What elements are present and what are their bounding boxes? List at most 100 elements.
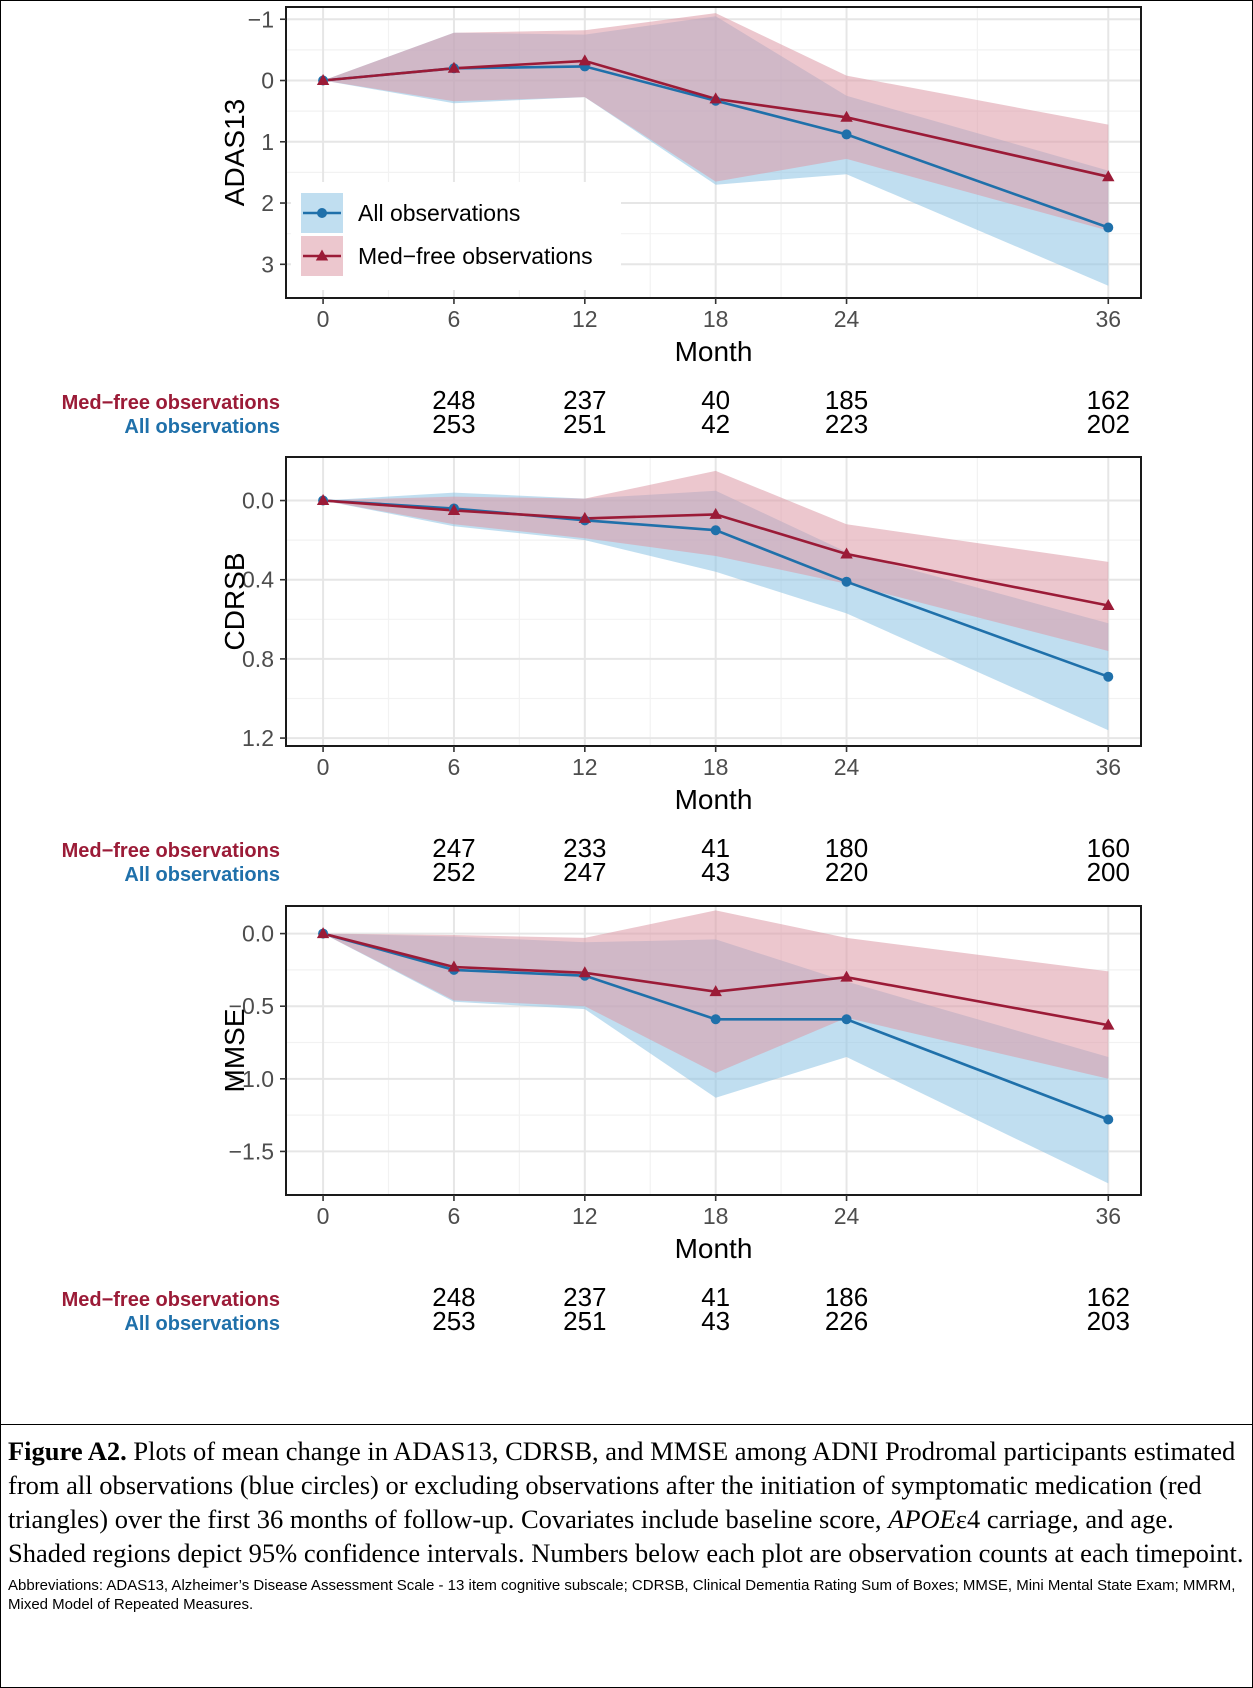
y-tick-label: 3 bbox=[261, 251, 274, 277]
legend-label: Med−free observations bbox=[358, 243, 593, 269]
y-tick-label: 0.0 bbox=[242, 488, 274, 514]
y-tick-label: −1.5 bbox=[229, 1138, 274, 1164]
y-tick-label: 0.8 bbox=[242, 646, 274, 672]
caption-text-part2: ε4 carriage, and age. Shaded regions dep… bbox=[8, 1504, 1244, 1568]
x-tick-label: 0 bbox=[317, 1203, 330, 1229]
count-medfree: 160 bbox=[1087, 833, 1130, 863]
data-point bbox=[841, 576, 852, 587]
data-point bbox=[1102, 598, 1115, 610]
data-point bbox=[1103, 671, 1114, 682]
count-medfree: 237 bbox=[563, 1282, 606, 1312]
data-point bbox=[709, 92, 722, 104]
y-tick-label: 0.0 bbox=[242, 921, 274, 947]
triangle-marker-icon bbox=[315, 249, 329, 261]
count-all: 203 bbox=[1087, 1306, 1130, 1336]
data-point bbox=[1102, 1018, 1115, 1030]
data-point bbox=[841, 129, 852, 140]
data-point bbox=[1102, 170, 1115, 182]
y-tick-label: −1.0 bbox=[229, 1066, 274, 1092]
data-point bbox=[840, 970, 853, 982]
count-label-all: All observations bbox=[124, 1313, 280, 1335]
legend-label: All observations bbox=[358, 200, 520, 226]
data-point bbox=[578, 54, 592, 66]
x-tick-label: 24 bbox=[834, 754, 860, 780]
count-label-all: All observations bbox=[124, 416, 280, 438]
data-point bbox=[447, 960, 461, 972]
y-axis-title: ADAS13 bbox=[219, 99, 250, 206]
count-medfree: 185 bbox=[825, 385, 868, 415]
count-label-medfree: Med−free observations bbox=[62, 1289, 280, 1311]
data-point bbox=[578, 511, 592, 523]
data-point bbox=[1103, 222, 1114, 233]
x-tick-label: 12 bbox=[572, 306, 598, 332]
data-point bbox=[316, 927, 330, 939]
y-axis-title: CDRSB bbox=[219, 552, 250, 650]
x-tick-label: 36 bbox=[1095, 754, 1121, 780]
count-medfree: 248 bbox=[432, 385, 475, 415]
panel-mmse: 0.0 −0.5 −1.0 −1.5 0 6 12 18 24 36 Month MMSE Med−fr… bbox=[62, 905, 1142, 1336]
x-axis-title: Month bbox=[675, 336, 753, 367]
count-medfree: 248 bbox=[432, 1282, 475, 1312]
count-all: 251 bbox=[563, 1306, 606, 1336]
caption-abbreviations: Abbreviations: ADAS13, Alzheimer’s Disea… bbox=[8, 1577, 1236, 1613]
count-medfree: 41 bbox=[701, 1282, 730, 1312]
y-tick-label: −1 bbox=[248, 6, 274, 32]
x-tick-label: 18 bbox=[703, 306, 729, 332]
x-tick-label: 36 bbox=[1095, 306, 1121, 332]
x-tick-label: 12 bbox=[572, 754, 598, 780]
count-all: 223 bbox=[825, 409, 868, 439]
count-all: 43 bbox=[701, 857, 730, 887]
x-tick-label: 18 bbox=[703, 1203, 729, 1229]
data-point bbox=[840, 547, 853, 559]
count-medfree: 162 bbox=[1087, 385, 1130, 415]
data-point bbox=[447, 61, 461, 73]
series-line bbox=[323, 499, 1109, 607]
data-point bbox=[841, 1014, 852, 1025]
series-line bbox=[322, 59, 1109, 178]
count-medfree: 180 bbox=[825, 833, 868, 863]
caption-text-part1: Plots of mean change in ADAS13, CDRSB, a… bbox=[8, 1436, 1236, 1534]
data-point bbox=[447, 503, 461, 515]
count-medfree: 237 bbox=[563, 385, 606, 415]
x-tick-label: 0 bbox=[317, 754, 330, 780]
caption-label: Figure A2. bbox=[8, 1436, 127, 1466]
x-tick-label: 36 bbox=[1095, 1203, 1121, 1229]
data-point bbox=[709, 985, 722, 997]
caption-text: Figure A2. Plots of mean change in ADAS1… bbox=[8, 1434, 1244, 1570]
x-tick-label: 0 bbox=[317, 306, 330, 332]
count-medfree: 247 bbox=[432, 833, 475, 863]
count-medfree: 186 bbox=[825, 1282, 868, 1312]
count-all: 220 bbox=[825, 857, 868, 887]
count-all: 251 bbox=[563, 409, 606, 439]
count-all: 253 bbox=[432, 409, 475, 439]
x-axis-title: Month bbox=[675, 784, 753, 815]
y-tick-label: 1 bbox=[261, 129, 274, 155]
data-point bbox=[840, 110, 853, 122]
panel-border bbox=[285, 456, 1142, 747]
data-point bbox=[710, 1014, 721, 1025]
series-line bbox=[322, 932, 1109, 1121]
data-point bbox=[709, 507, 722, 519]
count-all: 43 bbox=[701, 1306, 730, 1336]
count-all: 252 bbox=[432, 857, 475, 887]
count-label-medfree: Med−free observations bbox=[62, 392, 280, 414]
legend-background bbox=[291, 182, 621, 290]
panel-border bbox=[285, 905, 1142, 1196]
y-tick-label: 0 bbox=[261, 68, 274, 94]
x-axis-title: Month bbox=[675, 1233, 753, 1264]
count-medfree: 162 bbox=[1087, 1282, 1130, 1312]
figure-caption: Figure A2. Plots of mean change in ADAS1… bbox=[8, 1434, 1244, 1614]
panel-border bbox=[285, 6, 1142, 299]
circle-marker-icon bbox=[317, 208, 327, 218]
count-medfree: 233 bbox=[563, 833, 606, 863]
caption-divider bbox=[0, 1424, 1253, 1425]
count-all: 247 bbox=[563, 857, 606, 887]
x-tick-label: 24 bbox=[834, 1203, 860, 1229]
confidence-band bbox=[323, 470, 1109, 651]
legend: All observations Med−free observations bbox=[291, 182, 621, 290]
count-all: 226 bbox=[825, 1306, 868, 1336]
panel-cdrsb: 0.0 0.4 0.8 1.2 0 6 12 18 24 36 Month CDRSB Med−free… bbox=[62, 456, 1142, 887]
data-point bbox=[710, 525, 721, 536]
